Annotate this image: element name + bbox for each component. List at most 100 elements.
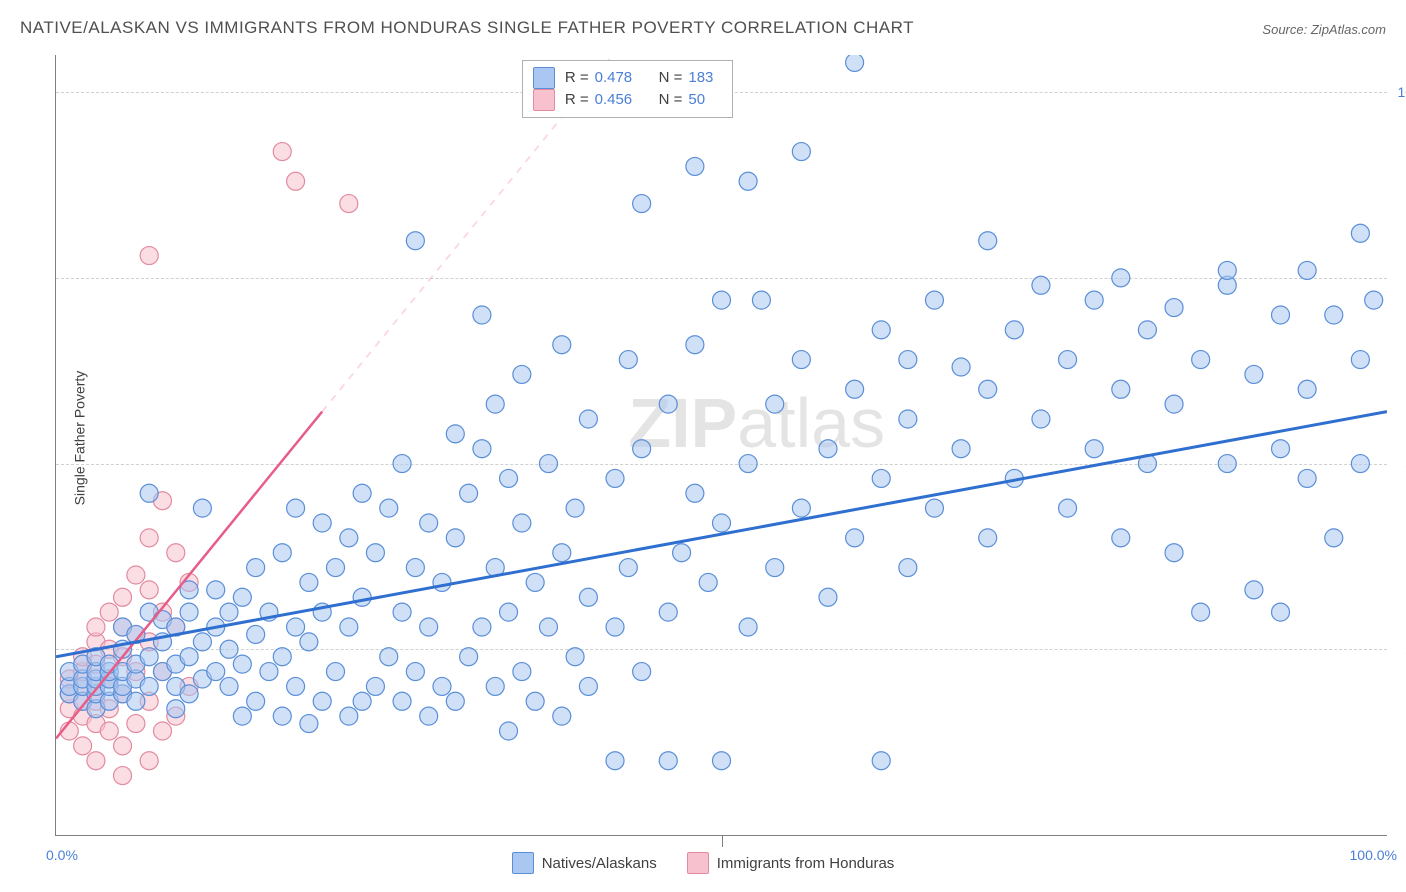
data-point-blue: [633, 663, 651, 681]
data-point-blue: [353, 692, 371, 710]
data-point-pink: [140, 247, 158, 265]
data-point-blue: [766, 395, 784, 413]
data-point-blue: [1059, 499, 1077, 517]
data-point-pink: [114, 588, 132, 606]
data-point-blue: [713, 752, 731, 770]
data-point-blue: [566, 648, 584, 666]
legend-swatch: [533, 89, 555, 111]
data-point-blue: [925, 291, 943, 309]
data-point-blue: [193, 499, 211, 517]
data-point-blue: [473, 306, 491, 324]
data-point-blue: [340, 618, 358, 636]
r-label: R =: [565, 67, 589, 89]
n-label: N =: [659, 89, 683, 111]
y-tick-label: 100.0%: [1398, 84, 1406, 100]
data-point-blue: [473, 618, 491, 636]
data-point-pink: [127, 566, 145, 584]
data-point-blue: [1325, 306, 1343, 324]
data-point-pink: [114, 737, 132, 755]
data-point-blue: [140, 677, 158, 695]
data-point-blue: [1165, 544, 1183, 562]
data-point-blue: [619, 559, 637, 577]
source-attribution: Source: ZipAtlas.com: [1262, 22, 1386, 37]
data-point-blue: [1032, 410, 1050, 428]
data-point-blue: [366, 677, 384, 695]
correlation-legend: R =0.478N =183R =0.456N =50: [522, 60, 734, 118]
data-point-blue: [1192, 603, 1210, 621]
data-point-blue: [446, 529, 464, 547]
series-legend: Natives/AlaskansImmigrants from Honduras: [0, 852, 1406, 874]
data-point-blue: [300, 633, 318, 651]
data-point-blue: [260, 663, 278, 681]
data-point-blue: [513, 663, 531, 681]
data-point-pink: [100, 603, 118, 621]
r-label: R =: [565, 89, 589, 111]
data-point-blue: [633, 440, 651, 458]
data-point-blue: [207, 663, 225, 681]
data-point-pink: [287, 172, 305, 190]
data-point-blue: [686, 484, 704, 502]
data-point-pink: [153, 722, 171, 740]
legend-row: R =0.456N =50: [533, 89, 723, 111]
data-point-blue: [526, 573, 544, 591]
data-point-blue: [446, 425, 464, 443]
data-point-blue: [180, 685, 198, 703]
data-point-blue: [393, 692, 411, 710]
data-point-blue: [273, 648, 291, 666]
data-point-blue: [819, 440, 837, 458]
data-point-blue: [952, 440, 970, 458]
data-point-blue: [872, 752, 890, 770]
legend-swatch: [533, 67, 555, 89]
data-point-blue: [579, 677, 597, 695]
data-point-blue: [300, 715, 318, 733]
data-point-blue: [460, 484, 478, 502]
data-point-blue: [433, 677, 451, 695]
n-label: N =: [659, 67, 683, 89]
data-point-blue: [513, 365, 531, 383]
data-point-blue: [766, 559, 784, 577]
data-point-pink: [100, 722, 118, 740]
data-point-blue: [752, 291, 770, 309]
data-point-blue: [420, 514, 438, 532]
data-point-pink: [140, 752, 158, 770]
data-point-blue: [979, 380, 997, 398]
data-point-blue: [659, 395, 677, 413]
data-point-blue: [473, 440, 491, 458]
data-point-blue: [353, 588, 371, 606]
data-point-blue: [273, 707, 291, 725]
data-point-blue: [1218, 455, 1236, 473]
n-value: 183: [688, 67, 722, 89]
data-point-blue: [1059, 351, 1077, 369]
data-point-blue: [180, 648, 198, 666]
data-point-blue: [606, 469, 624, 487]
data-point-blue: [899, 410, 917, 428]
data-point-pink: [87, 752, 105, 770]
data-point-blue: [460, 648, 478, 666]
data-point-blue: [406, 559, 424, 577]
data-point-blue: [393, 603, 411, 621]
data-point-blue: [1085, 291, 1103, 309]
data-point-blue: [1138, 321, 1156, 339]
data-point-blue: [233, 655, 251, 673]
data-point-blue: [340, 707, 358, 725]
data-point-blue: [486, 677, 504, 695]
data-point-blue: [899, 559, 917, 577]
data-point-blue: [1351, 224, 1369, 242]
data-point-blue: [233, 707, 251, 725]
data-point-blue: [606, 618, 624, 636]
data-point-blue: [340, 529, 358, 547]
data-point-blue: [220, 603, 238, 621]
data-point-blue: [659, 603, 677, 621]
data-point-blue: [366, 544, 384, 562]
data-point-blue: [1218, 261, 1236, 279]
data-point-blue: [553, 336, 571, 354]
r-value: 0.456: [595, 89, 645, 111]
data-point-blue: [792, 143, 810, 161]
data-point-blue: [420, 707, 438, 725]
data-point-blue: [513, 514, 531, 532]
data-point-blue: [979, 232, 997, 250]
data-point-blue: [167, 700, 185, 718]
legend-swatch: [512, 852, 534, 874]
data-point-blue: [1245, 581, 1263, 599]
data-point-blue: [1165, 299, 1183, 317]
